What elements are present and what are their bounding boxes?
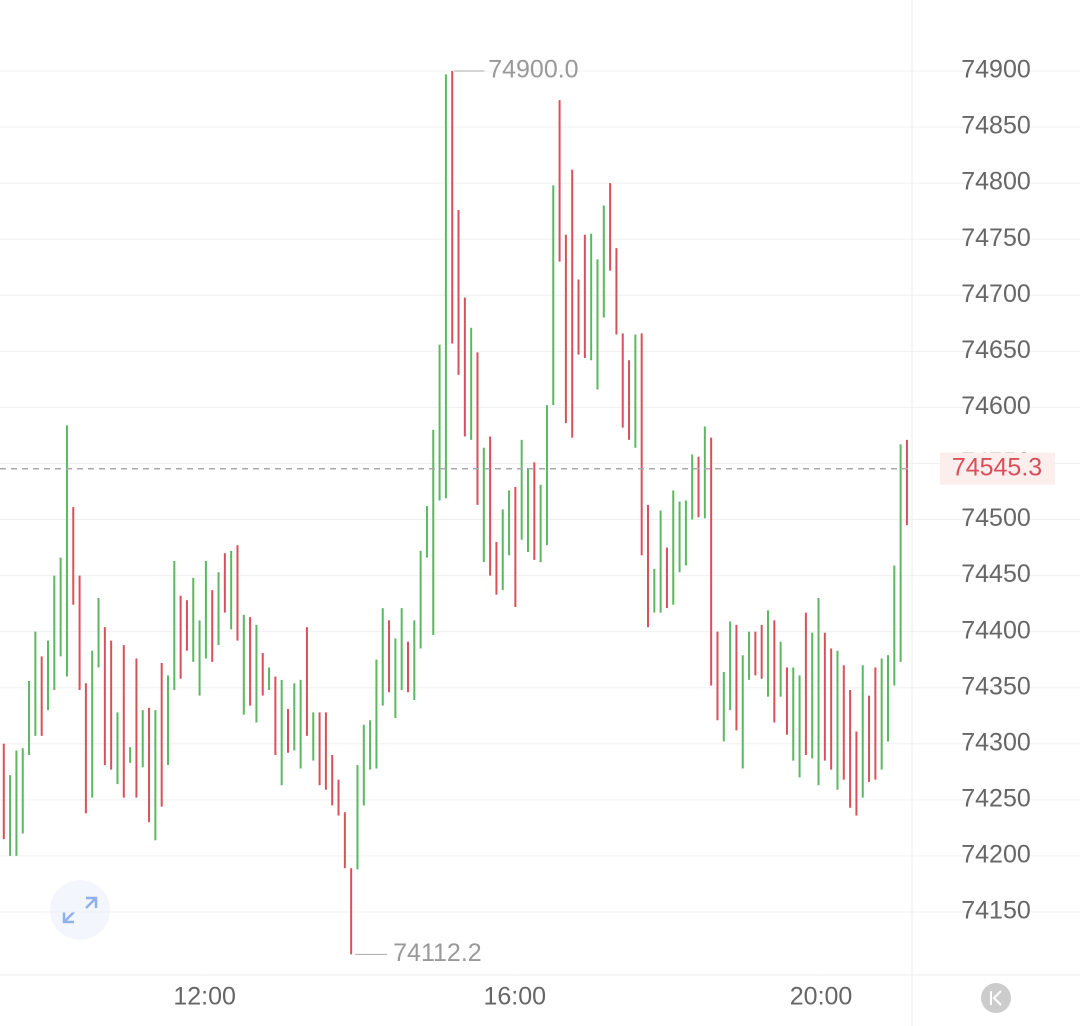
y-tick-label: 74150 xyxy=(961,897,1031,925)
y-tick-label: 74600 xyxy=(961,392,1031,420)
expand-button[interactable] xyxy=(50,880,110,940)
y-tick-label: 74350 xyxy=(961,672,1031,700)
x-tick-label: 20:00 xyxy=(790,983,853,1011)
y-tick-label: 74250 xyxy=(961,784,1031,812)
y-tick-label: 74300 xyxy=(961,728,1031,756)
max-marker-label: 74900.0 xyxy=(488,56,578,84)
y-tick-label: 74700 xyxy=(961,280,1031,308)
x-tick-label: 16:00 xyxy=(483,983,546,1011)
min-marker-label: 74112.2 xyxy=(393,939,482,967)
last-price-label: 74545.3 xyxy=(952,453,1042,481)
y-tick-label: 74450 xyxy=(961,560,1031,588)
y-tick-label: 74800 xyxy=(961,168,1031,196)
y-tick-label: 74850 xyxy=(961,112,1031,140)
y-tick-label: 74900 xyxy=(961,56,1031,84)
last-price-bg xyxy=(940,452,1055,485)
scroll-latest-button[interactable] xyxy=(981,983,1011,1013)
x-tick-label: 12:00 xyxy=(173,983,236,1011)
y-tick-label: 74200 xyxy=(961,841,1031,869)
y-tick-label: 74750 xyxy=(961,224,1031,252)
y-tick-label: 74650 xyxy=(961,336,1031,364)
y-tick-label: 74400 xyxy=(961,616,1031,644)
y-tick-label: 74500 xyxy=(961,504,1031,532)
